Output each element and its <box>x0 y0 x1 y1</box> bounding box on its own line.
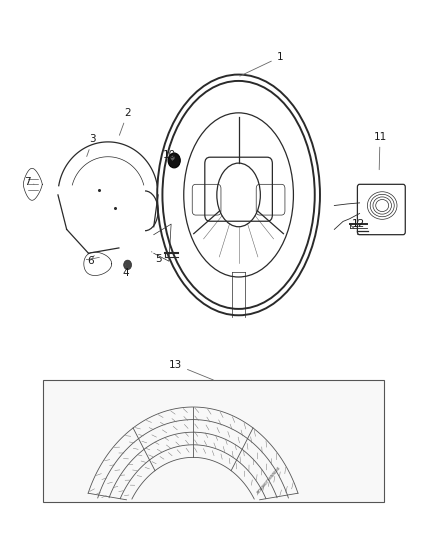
Text: 1: 1 <box>240 52 283 76</box>
Text: 2: 2 <box>120 108 131 135</box>
Text: 11: 11 <box>374 132 387 169</box>
Bar <box>43 381 385 503</box>
Text: 12: 12 <box>352 219 365 229</box>
Text: 10: 10 <box>162 150 176 160</box>
Circle shape <box>124 260 131 270</box>
Text: 5: 5 <box>152 252 161 263</box>
Text: 13: 13 <box>169 360 213 380</box>
Circle shape <box>171 156 175 160</box>
Text: 7: 7 <box>24 176 34 187</box>
Circle shape <box>168 153 180 168</box>
Text: 4: 4 <box>122 265 129 278</box>
Text: 3: 3 <box>87 134 96 157</box>
Text: SICHERHEITSHINWEISE: SICHERHEITSHINWEISE <box>256 465 282 495</box>
Text: 6: 6 <box>87 255 94 266</box>
